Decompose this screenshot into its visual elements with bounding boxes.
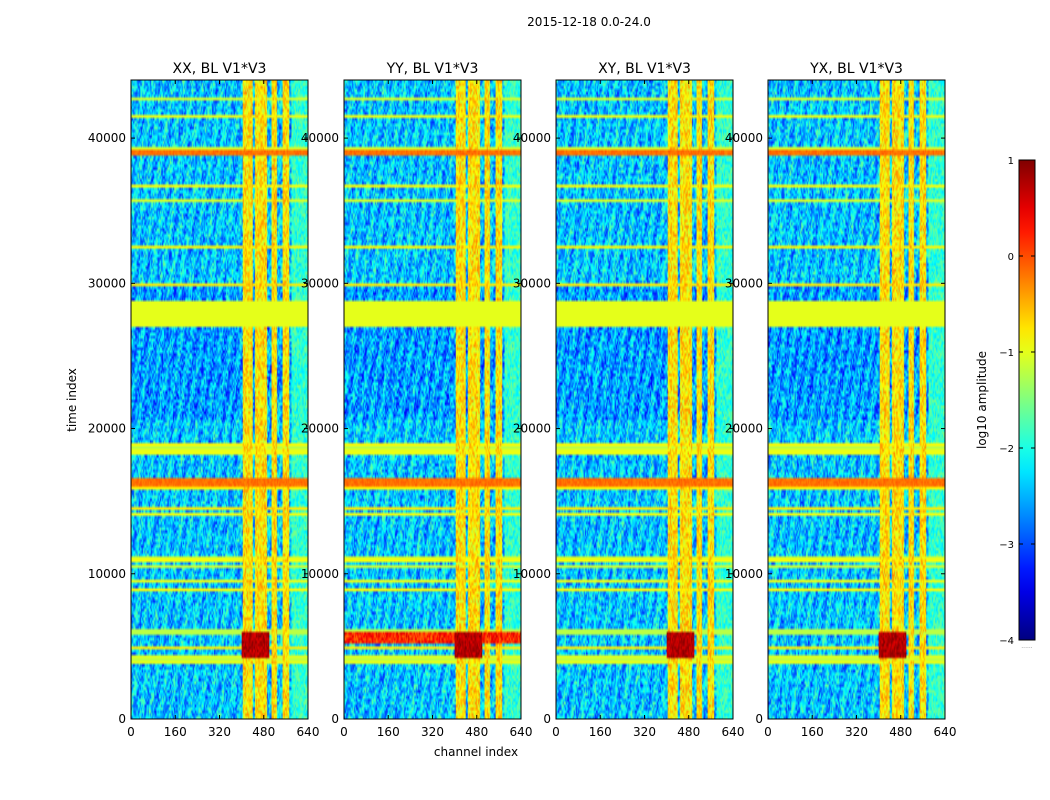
x-tick-label: 640 <box>722 725 745 739</box>
panel-title: XX, BL V1*V3 <box>173 61 267 77</box>
x-tick-label: 0 <box>552 725 560 739</box>
y-tick-label: 20000 <box>88 422 126 436</box>
heatmap-image <box>344 80 521 719</box>
x-tick-label: 480 <box>465 725 488 739</box>
x-tick-label: 160 <box>589 725 612 739</box>
y-tick-label: 40000 <box>513 131 551 145</box>
y-tick-label: 30000 <box>725 276 763 290</box>
y-tick-label: 0 <box>118 712 126 726</box>
y-tick-label: 30000 <box>88 276 126 290</box>
x-tick-label: 640 <box>297 725 320 739</box>
x-tick-label: 320 <box>208 725 231 739</box>
colorbar-tick-label: −1 <box>999 348 1014 359</box>
panel-title: XY, BL V1*V3 <box>598 61 691 77</box>
x-tick-label: 320 <box>845 725 868 739</box>
y-tick-label: 20000 <box>513 422 551 436</box>
heatmap-image <box>768 80 945 719</box>
y-tick-label: 20000 <box>725 422 763 436</box>
x-tick-label: 160 <box>164 725 187 739</box>
y-axis-label: time index <box>65 368 79 432</box>
panel-title: YY, BL V1*V3 <box>386 61 479 77</box>
colorbar-bar <box>1018 159 1036 641</box>
panel-4: YX, BL V1*V3 0 160 320 480 640 0 10000 20000 3000… <box>725 61 957 739</box>
y-tick-label: 20000 <box>301 422 339 436</box>
colorbar-label: log10 amplitude <box>975 351 989 449</box>
x-tick-label: 320 <box>633 725 656 739</box>
y-tick-label: 10000 <box>725 567 763 581</box>
x-tick-label: 320 <box>421 725 444 739</box>
y-tick-label: 40000 <box>301 131 339 145</box>
heatmap-image <box>131 80 308 719</box>
panel-2: YY, BL V1*V3 0 160 320 480 640 0 10000 20000 3000… <box>301 61 533 739</box>
heatmap-image <box>556 80 733 719</box>
colorbar-tick-label: −2 <box>999 444 1014 455</box>
x-tick-label: 0 <box>127 725 135 739</box>
x-tick-label: 160 <box>801 725 824 739</box>
y-tick-label: 40000 <box>725 131 763 145</box>
x-tick-label: 480 <box>252 725 275 739</box>
y-tick-label: 0 <box>331 712 339 726</box>
y-tick-label: 10000 <box>301 567 339 581</box>
panel-3: XY, BL V1*V3 0 160 320 480 640 0 10000 20000 3000… <box>513 61 745 739</box>
x-tick-label: 480 <box>677 725 700 739</box>
colorbar-tick-label: −4 <box>999 636 1014 647</box>
y-tick-label: 40000 <box>88 131 126 145</box>
y-tick-label: 0 <box>755 712 763 726</box>
colorbar-tick-label: −3 <box>999 540 1014 551</box>
colorbar: 1 0 −1 −2 −3 −4 ...... log10 amplitude <box>975 156 1036 650</box>
figure-suptitle: 2015-12-18 0.0-24.0 <box>527 15 651 29</box>
x-tick-label: 640 <box>934 725 957 739</box>
panel-1: XX, BL V1*V3 0 160 320 480 640 0 10000 20000 3000… <box>88 61 320 739</box>
y-tick-label: 30000 <box>301 276 339 290</box>
y-tick-label: 10000 <box>513 567 551 581</box>
y-tick-label: 10000 <box>88 567 126 581</box>
colorbar-tick-label: 1 <box>1008 156 1014 167</box>
x-tick-label: 480 <box>889 725 912 739</box>
x-tick-label: 640 <box>510 725 533 739</box>
x-tick-label: 0 <box>764 725 772 739</box>
y-tick-label: 30000 <box>513 276 551 290</box>
panel-title: YX, BL V1*V3 <box>809 61 903 77</box>
y-tick-label: 0 <box>543 712 551 726</box>
x-tick-label: 0 <box>340 725 348 739</box>
x-tick-label: 160 <box>377 725 400 739</box>
colorbar-tick-label: 0 <box>1008 252 1014 263</box>
x-axis-label: channel index <box>434 745 518 759</box>
colorbar-extend-mark: ...... <box>1021 643 1033 650</box>
